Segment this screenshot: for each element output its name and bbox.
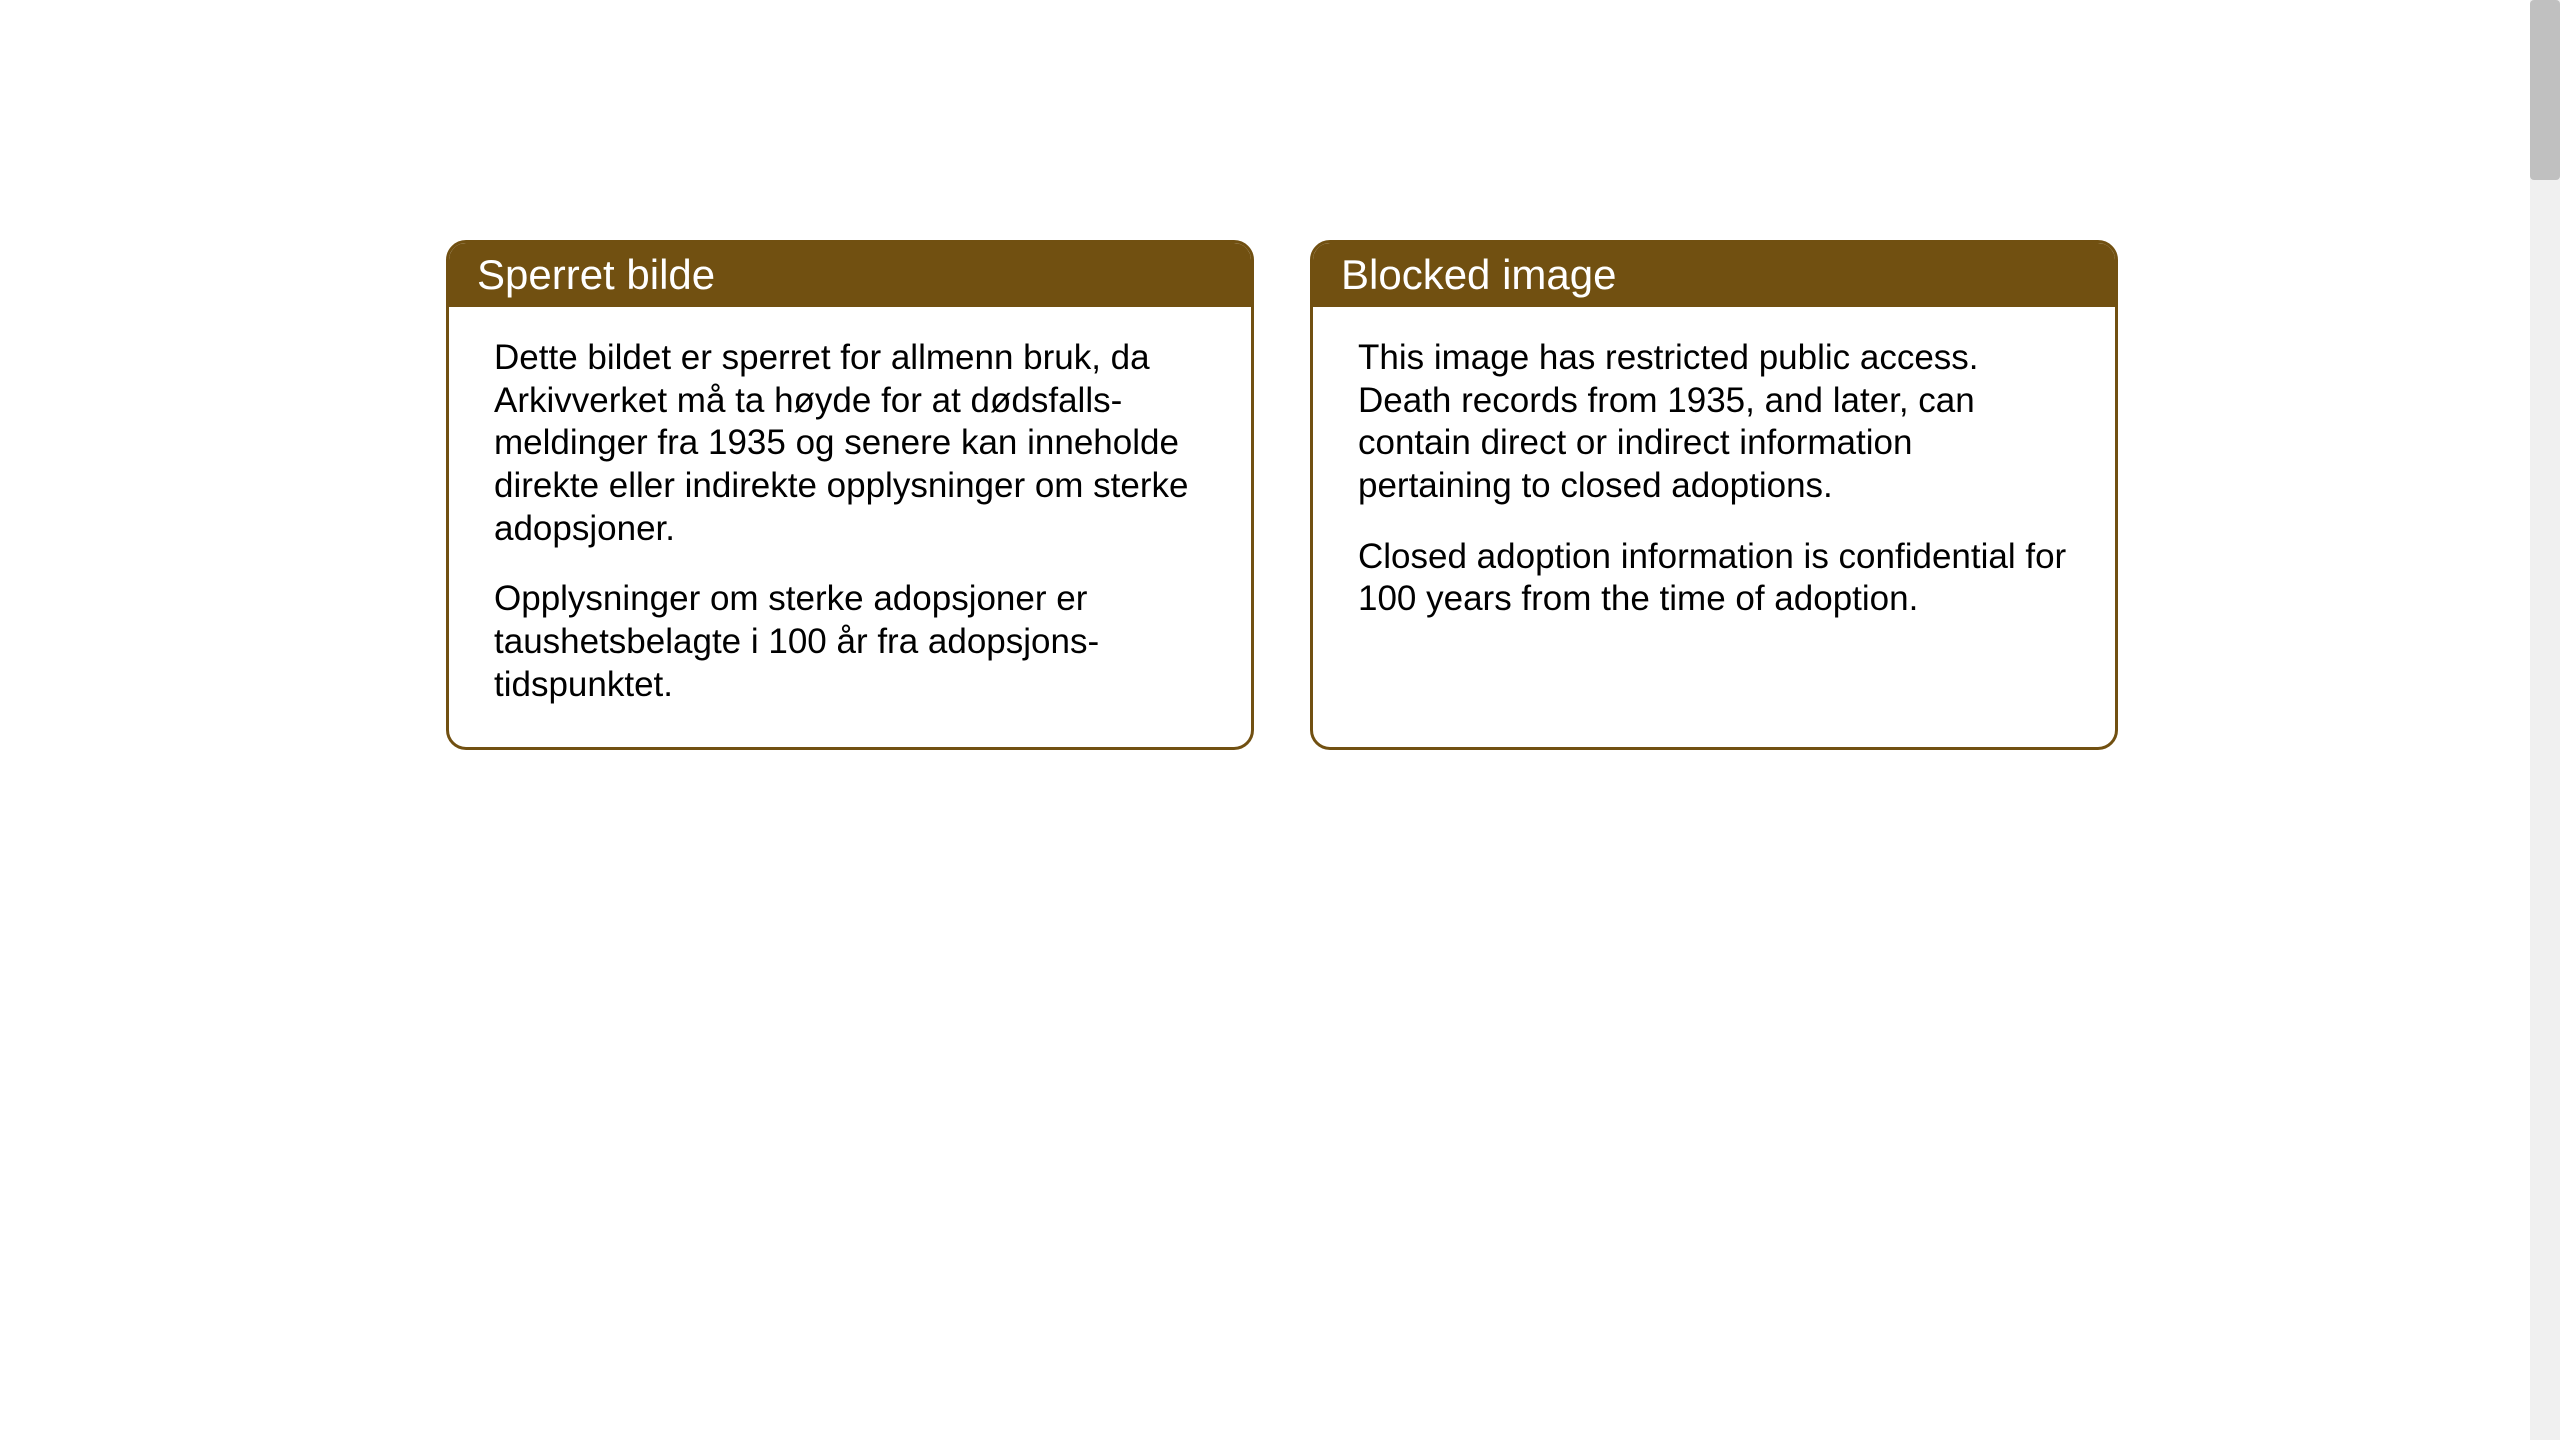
notice-container: Sperret bilde Dette bildet er sperret fo… (446, 240, 2118, 750)
notice-card-english: Blocked image This image has restricted … (1310, 240, 2118, 750)
card-header-norwegian: Sperret bilde (449, 243, 1251, 307)
scrollbar-thumb[interactable] (2530, 0, 2560, 180)
notice-card-norwegian: Sperret bilde Dette bildet er sperret fo… (446, 240, 1254, 750)
card-body-norwegian: Dette bildet er sperret for allmenn bruk… (449, 307, 1251, 747)
card-body-english: This image has restricted public access.… (1313, 307, 2115, 661)
scrollbar-track[interactable] (2530, 0, 2560, 1440)
card-paragraph-1-english: This image has restricted public access.… (1358, 337, 2070, 508)
card-paragraph-1-norwegian: Dette bildet er sperret for allmenn bruk… (494, 337, 1206, 550)
card-paragraph-2-norwegian: Opplysninger om sterke adopsjoner er tau… (494, 578, 1206, 706)
card-paragraph-2-english: Closed adoption information is confident… (1358, 536, 2070, 621)
card-title-english: Blocked image (1341, 251, 1616, 298)
card-title-norwegian: Sperret bilde (477, 251, 715, 298)
card-header-english: Blocked image (1313, 243, 2115, 307)
